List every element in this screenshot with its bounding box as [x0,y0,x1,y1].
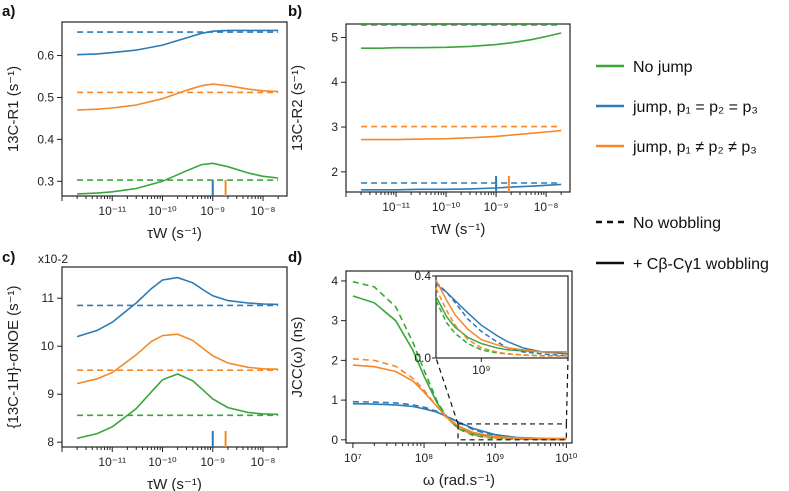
panel-label: b) [288,3,302,20]
series-line-blue-solid [76,276,279,338]
y-axis-label: {13C-1H}-σNOE (s⁻¹) [5,285,22,428]
x-tick-label: 10⁻⁹ [200,455,225,469]
y-tick-label: 3 [331,314,338,328]
legend-label-no-wobbling: No wobbling [633,215,721,232]
y-axis-label: JCC(ω) (ns) [289,317,306,398]
x-tick-label: 10⁷ [344,451,362,465]
zoom-connector [435,357,459,425]
panel-b: b) 10⁻¹¹ 10⁻¹⁰ 10⁻⁹ 10⁻⁸ 2 3 4 5 τW (s⁻¹) 13C-R2 (… [288,3,571,238]
plot-frame [61,266,288,448]
series-line-orange-solid [76,333,279,385]
plot-frame [61,21,288,197]
series-line-green-solid [361,32,562,50]
y-tick-label: 5 [331,30,338,44]
panel-c: c) 10⁻¹¹ 10⁻¹⁰ 10⁻⁹ 10⁻⁸ 8 9 10 11 τW (s⁻¹) {13C-1… [2,249,288,491]
zoom-connector [565,357,569,424]
x-tick-label: 10⁻⁹ [200,204,225,218]
series-line-orange-solid [361,129,562,141]
panel-label: c) [2,249,15,266]
panel-label: a) [2,3,15,20]
inset-plot: 0.0 0.4 10⁹ [414,269,569,377]
series-line-orange-dashed [352,358,567,441]
y-tick-label: 2 [331,165,338,179]
y-tick-label: 3 [331,120,338,134]
x-axis-label: ω (rad.s⁻¹) [423,472,495,489]
inset-series-line-orange-solid [435,279,568,353]
y-tick-label: 0 [331,433,338,447]
plot-frame [345,270,573,444]
x-tick-label: 10⁻¹¹ [98,204,126,218]
x-tick-label: 10⁻¹¹ [382,200,410,214]
x-tick-label: 10⁻¹⁰ [148,204,177,218]
y-axis-label: 13C-R2 (s⁻¹) [289,65,306,151]
y-tick-label: 0.6 [37,49,54,63]
inset-series-line-orange-dashed [435,287,568,357]
inset-series-line-blue-dashed [435,281,569,357]
x-axis-label: τW (s⁻¹) [431,221,486,238]
x-tick-label: 10⁻⁸ [251,204,276,218]
y-tick-label: 1 [331,393,338,407]
x-tick-label: 10⁻⁸ [534,200,559,214]
legend-label-no-jump: No jump [633,59,693,76]
legend-label-jump-unequal: jump, p₁ ≠ p₂ ≠ p₃ [632,139,757,156]
series-line-blue-solid [77,29,279,56]
series-line-green-solid [77,162,279,195]
inset-y-tick-label: 0.4 [414,269,431,283]
zoom-box [457,423,567,441]
y-tick-label: 0.3 [37,174,54,188]
series-line-blue-solid [352,402,567,440]
y-multiplier: x10-2 [38,252,68,266]
series-line-green-solid [76,373,279,440]
y-tick-label: 4 [331,274,338,288]
y-tick-label: 10 [41,339,55,353]
x-tick-label: 10⁻⁸ [251,455,276,469]
y-tick-label: 0.5 [37,90,54,104]
x-tick-label: 10⁻¹¹ [98,455,126,469]
legend-label-jump-equal: jump, p₁ = p₂ = p₃ [632,99,758,116]
y-axis-label: 13C-R1 (s⁻¹) [5,66,22,152]
panel-label: d) [288,249,302,266]
legend: No jump jump, p₁ = p₂ = p₃ jump, p₁ ≠ p₂… [596,59,769,273]
series-line-blue-dashed [352,400,567,441]
x-tick-label: 10⁹ [486,451,505,465]
panel-d: d) 10⁷ 10⁸ 10⁹ 10¹⁰ 0 1 2 3 4 ω (rad.s⁻¹) JCC(ω) (n… [288,249,578,489]
x-tick-label: 10¹⁰ [555,451,577,465]
x-tick-label: 10⁻¹⁰ [148,455,177,469]
x-tick-label: 10⁸ [415,451,433,465]
inset-x-tick-label: 10⁹ [472,363,491,377]
y-tick-label: 4 [331,75,338,89]
y-tick-label: 0.4 [37,132,54,146]
inset-y-tick-label: 0.0 [414,351,431,365]
x-tick-label: 10⁻⁹ [484,200,509,214]
legend-label-wobbling: + Cβ-Cγ1 wobbling [633,256,769,273]
y-tick-label: 9 [47,387,54,401]
panel-a: a) 10⁻¹¹ 10⁻¹⁰ 10⁻⁹ 10⁻⁸ 0.3 0.4 0.5 0.6 τW (s⁻¹)… [2,3,288,242]
series-line-blue-solid [361,183,562,191]
x-axis-label: τW (s⁻¹) [147,476,202,491]
series-line-orange-solid [77,83,279,111]
x-axis-label: τW (s⁻¹) [147,225,202,242]
x-tick-label: 10⁻¹⁰ [432,200,461,214]
y-tick-label: 8 [47,435,54,449]
y-tick-label: 2 [331,353,338,367]
plot-frame [345,23,571,193]
y-tick-label: 11 [42,291,55,305]
